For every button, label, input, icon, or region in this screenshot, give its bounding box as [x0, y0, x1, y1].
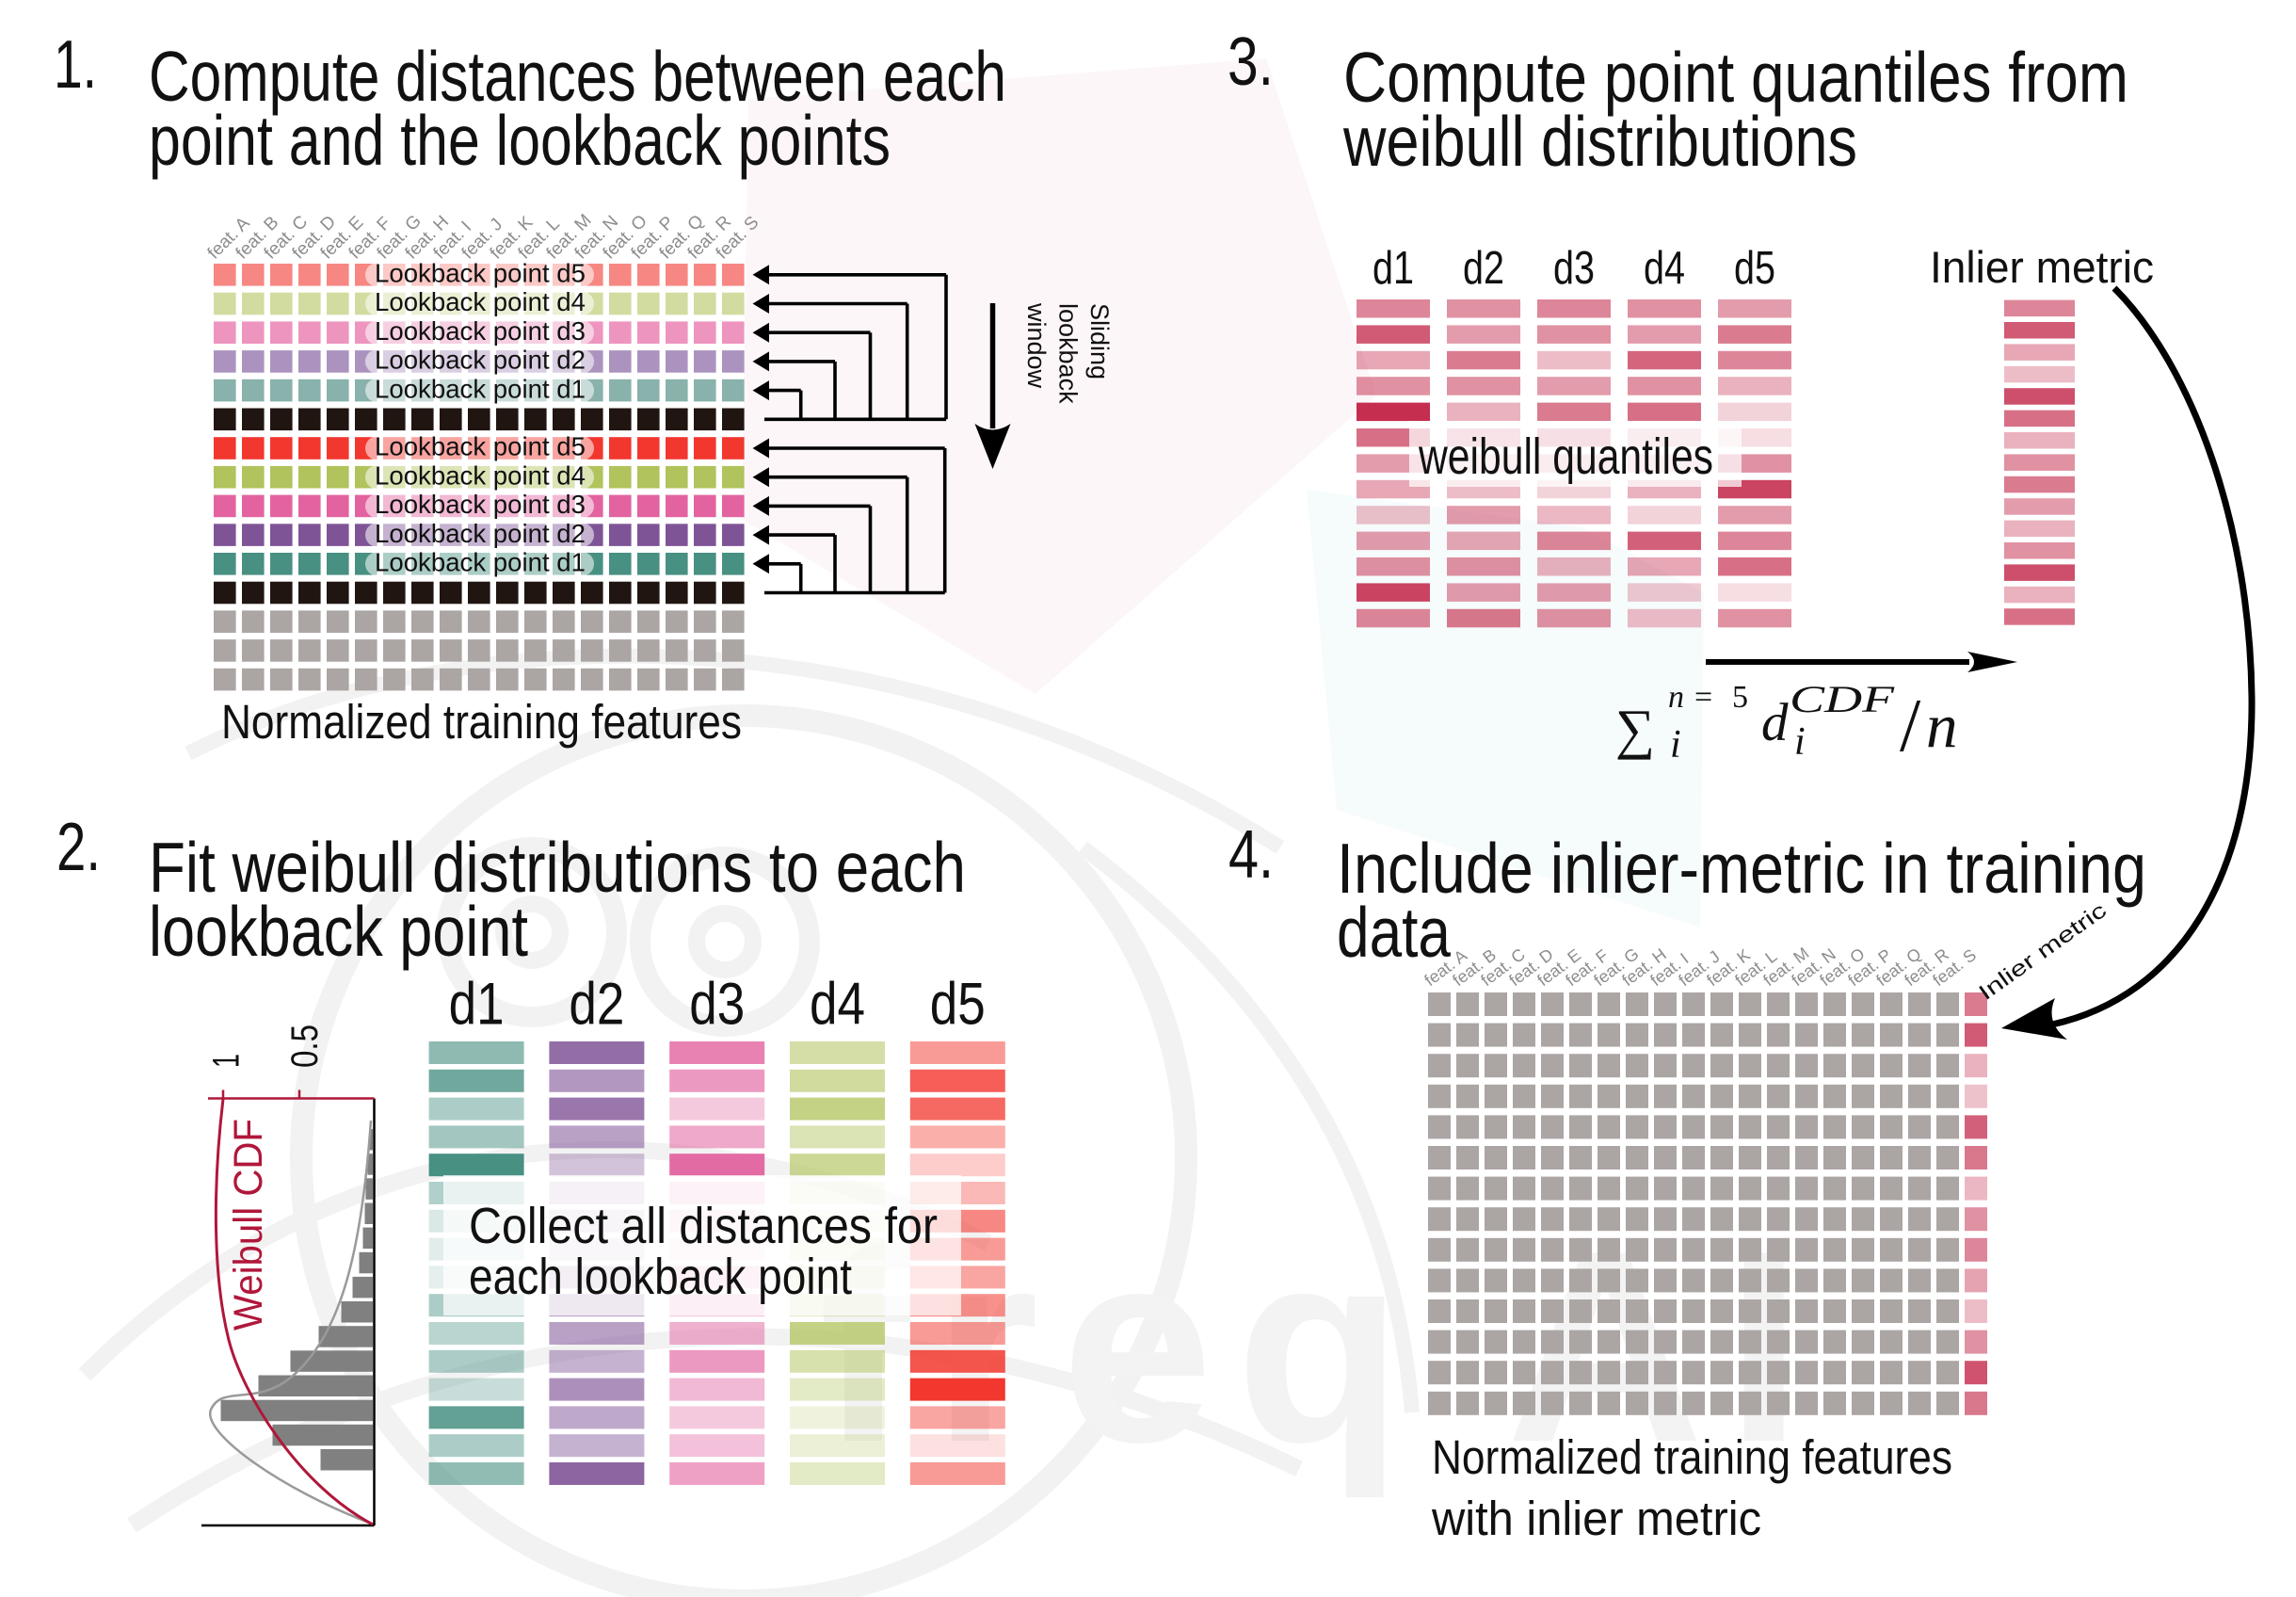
- svg-text:i: i: [1670, 723, 1681, 766]
- svg-text:Include inlier-metric in train: Include inlier-metric in training: [1337, 829, 2146, 908]
- svg-text:5: 5: [1732, 680, 1748, 715]
- svg-text:=: =: [1694, 680, 1712, 715]
- svg-text:Collect all distances for: Collect all distances for: [469, 1198, 938, 1254]
- svg-text:lookback point: lookback point: [149, 892, 528, 971]
- svg-text:with inlier metric: with inlier metric: [1431, 1492, 1761, 1545]
- svg-text:Lookback point d3: Lookback point d3: [375, 316, 586, 346]
- svg-text:Normalized training features: Normalized training features: [221, 695, 742, 749]
- svg-text:Lookback point d4: Lookback point d4: [375, 460, 586, 490]
- svg-text:each lookback point: each lookback point: [469, 1249, 852, 1305]
- svg-text:/: /: [1900, 685, 1921, 767]
- svg-text:Compute point quantiles from: Compute point quantiles from: [1343, 38, 2128, 117]
- svg-text:0.5: 0.5: [284, 1024, 326, 1068]
- svg-text:2.: 2.: [56, 810, 101, 885]
- svg-text:d: d: [1761, 693, 1789, 752]
- svg-text:Slidinglookbackwindow: Slidinglookbackwindow: [1022, 302, 1114, 404]
- svg-text:d5: d5: [1734, 243, 1775, 294]
- svg-text:∑: ∑: [1615, 698, 1655, 760]
- svg-text:d2: d2: [1463, 243, 1504, 294]
- svg-text:Lookback point d2: Lookback point d2: [375, 519, 586, 548]
- svg-text:point and the lookback points: point and the lookback points: [149, 101, 891, 180]
- svg-text:d5: d5: [930, 972, 986, 1038]
- svg-text:d4: d4: [810, 972, 865, 1038]
- svg-text:d3: d3: [1553, 243, 1595, 294]
- svg-text:Lookback point d3: Lookback point d3: [375, 490, 586, 519]
- svg-text:weibull distributions: weibull distributions: [1342, 102, 1857, 181]
- svg-text:Lookback point d2: Lookback point d2: [375, 346, 586, 375]
- svg-text:1.: 1.: [54, 27, 97, 103]
- svg-text:4.: 4.: [1228, 817, 1274, 893]
- svg-text:data: data: [1337, 893, 1451, 972]
- svg-text:Lookback point d1: Lookback point d1: [375, 548, 586, 577]
- svg-text:d1: d1: [1373, 243, 1414, 294]
- svg-text:Lookback point d5: Lookback point d5: [375, 432, 586, 461]
- svg-text:i: i: [1794, 720, 1806, 764]
- svg-text:CDF: CDF: [1790, 678, 1895, 720]
- svg-text:Inlier metric: Inlier metric: [1930, 242, 2154, 292]
- svg-text:weibull quantiles: weibull quantiles: [1418, 428, 1713, 485]
- svg-text:d4: d4: [1644, 243, 1685, 294]
- svg-text:3.: 3.: [1228, 24, 1274, 100]
- svg-text:d3: d3: [689, 972, 745, 1038]
- svg-text:1: 1: [206, 1054, 248, 1068]
- svg-text:Lookback point d1: Lookback point d1: [375, 374, 586, 403]
- svg-text:Lookback point d4: Lookback point d4: [375, 287, 586, 316]
- svg-text:n: n: [1668, 680, 1684, 715]
- svg-text:Weibull CDF: Weibull CDF: [226, 1119, 271, 1331]
- svg-text:Lookback point d5: Lookback point d5: [375, 259, 586, 288]
- svg-text:Fit weibull distributions to e: Fit weibull distributions to each: [149, 828, 966, 907]
- svg-text:d1: d1: [449, 972, 505, 1038]
- svg-text:d2: d2: [569, 972, 624, 1038]
- svg-text:Normalized training features: Normalized training features: [1432, 1430, 1952, 1484]
- svg-text:Compute distances between each: Compute distances between each: [149, 37, 1006, 116]
- svg-text:n: n: [1926, 691, 1958, 761]
